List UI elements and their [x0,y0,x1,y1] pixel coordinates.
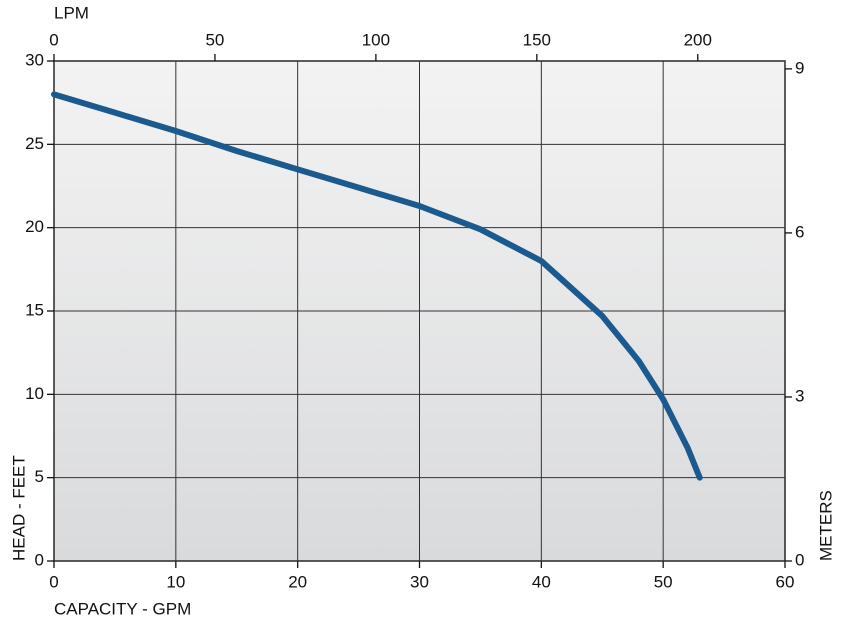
x2-tick-label: 0 [49,30,58,49]
y2-tick-label: 3 [795,386,804,405]
y2-tick-label: 6 [795,222,804,241]
y2-axis-label: METERS [816,490,835,561]
x-axis-label: CAPACITY - GPM [54,599,191,618]
x2-tick-label: 200 [684,30,712,49]
y-tick-label: 0 [35,550,44,569]
x-tick-label: 60 [776,572,795,591]
x-tick-label: 20 [288,572,307,591]
y2-tick-label: 9 [795,58,804,77]
x2-tick-label: 100 [362,30,390,49]
y-tick-label: 30 [25,50,44,69]
y-tick-label: 25 [25,134,44,153]
y-tick-label: 10 [25,384,44,403]
y-tick-label: 20 [25,217,44,236]
x-tick-label: 0 [49,572,58,591]
x2-axis-label: LPM [54,3,89,22]
x2-tick-label: 50 [205,30,224,49]
x-tick-label: 30 [410,572,429,591]
y2-tick-label: 0 [795,550,804,569]
x-tick-label: 50 [654,572,673,591]
x2-tick-label: 150 [523,30,551,49]
x-tick-label: 40 [532,572,551,591]
x-tick-label: 10 [166,572,185,591]
y-axis-label: HEAD - FEET [9,455,28,561]
y-tick-label: 5 [35,467,44,486]
curve [51,91,703,481]
y-tick-label: 15 [25,300,44,319]
